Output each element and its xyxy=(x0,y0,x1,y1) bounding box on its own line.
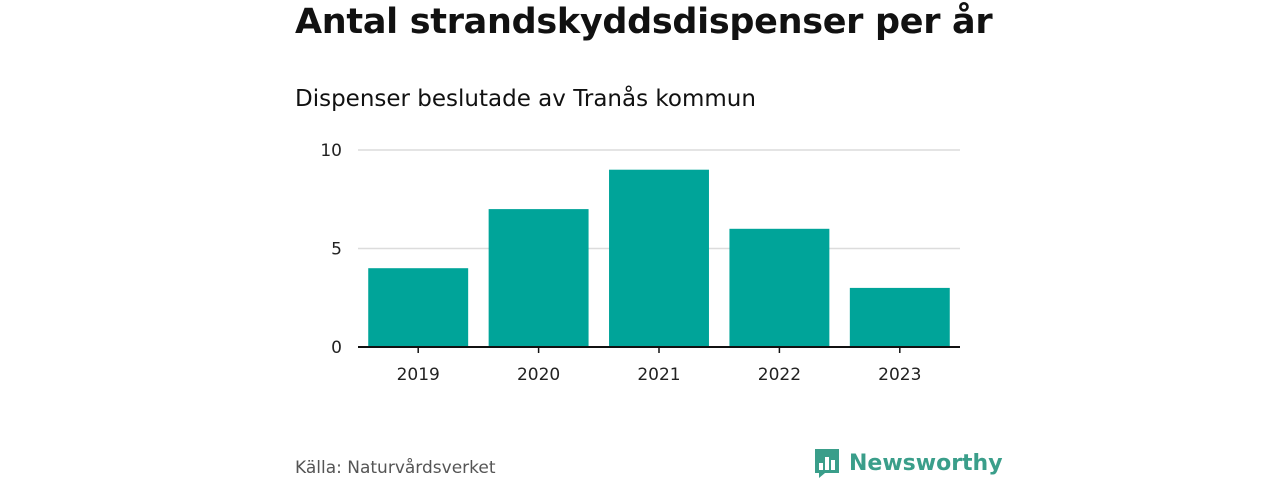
brand-name: Newsworthy xyxy=(849,450,1003,476)
bar-2021 xyxy=(609,169,709,347)
x-tick-label: 2023 xyxy=(878,365,921,385)
x-tick-label: 2022 xyxy=(758,365,801,385)
chart-subtitle: Dispenser beslutade av Tranås kommun xyxy=(295,86,756,112)
bar-2019 xyxy=(368,268,469,347)
y-tick-label: 0 xyxy=(331,338,342,358)
x-tick-label: 2019 xyxy=(397,365,440,385)
y-tick-label: 5 xyxy=(331,240,342,260)
x-tick-label: 2021 xyxy=(637,365,680,385)
source-note: Källa: Naturvårdsverket xyxy=(295,458,496,478)
y-tick-label: 10 xyxy=(320,141,342,161)
x-tick-label: 2020 xyxy=(517,365,560,385)
bar-2020 xyxy=(488,209,589,347)
chart-title: Antal strandskyddsdispenser per år xyxy=(295,2,993,42)
brand-logo[interactable]: Newsworthy xyxy=(813,446,1003,480)
bar-2023 xyxy=(849,287,950,347)
bar-2022 xyxy=(729,228,830,347)
bar-chart-speech-icon xyxy=(815,449,839,478)
bar-chart: 0 5 10 2019 2020 2021 2022 2023 xyxy=(320,141,960,385)
